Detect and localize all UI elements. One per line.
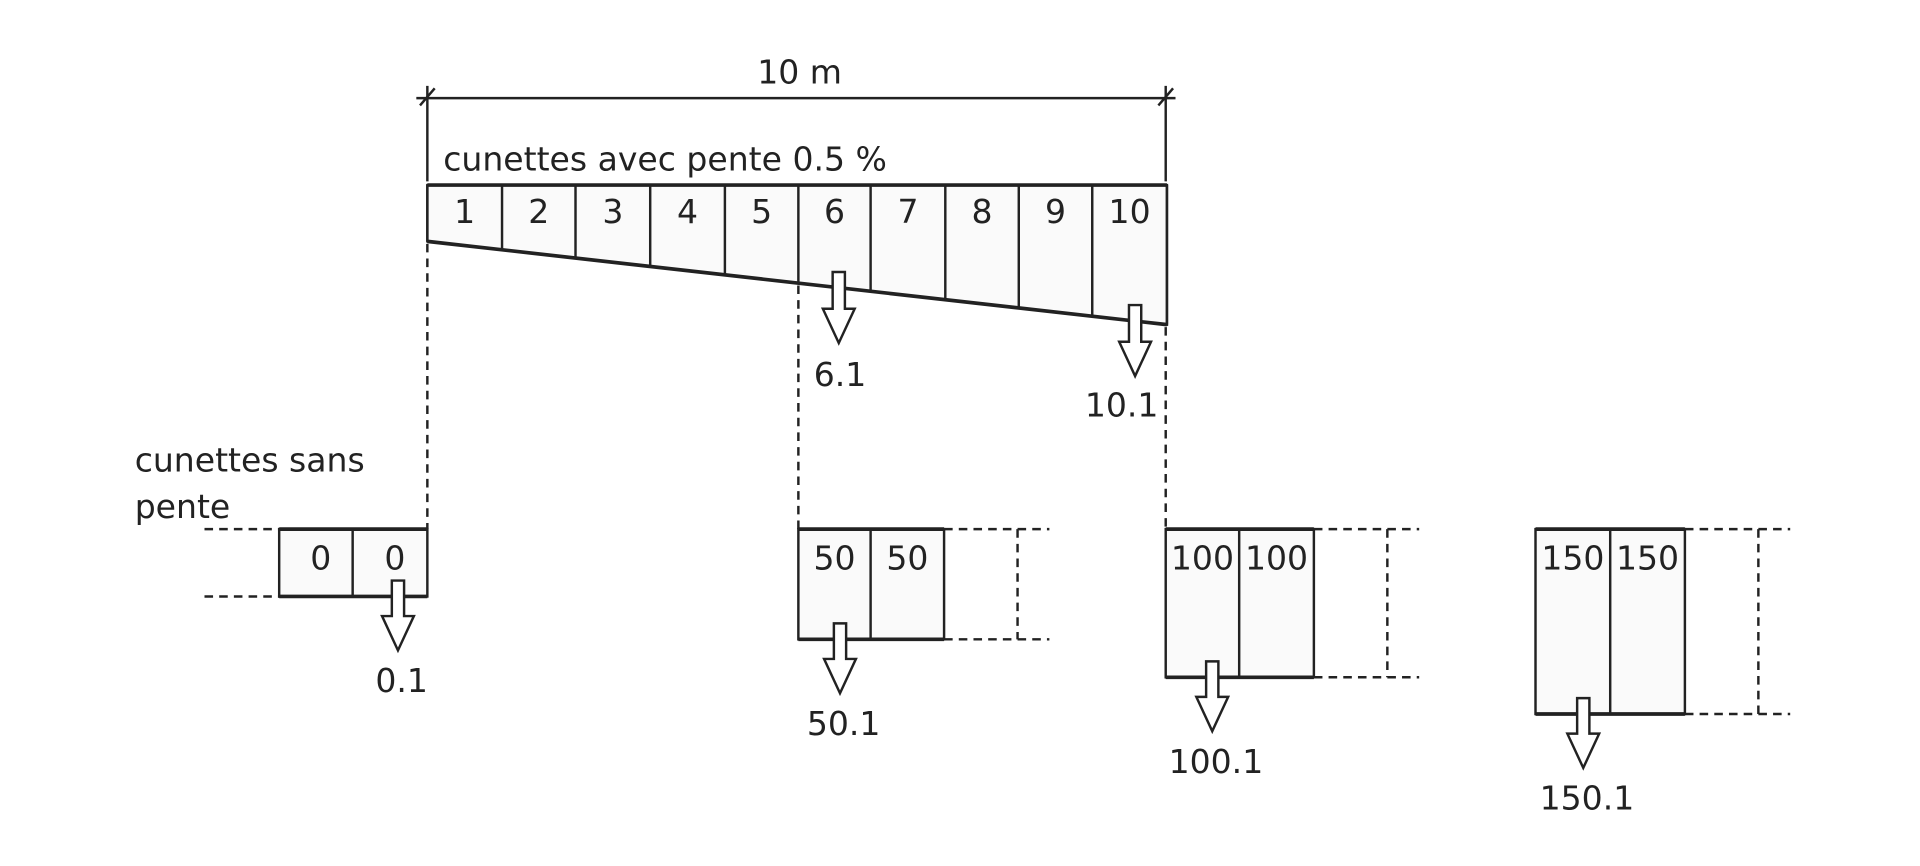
sloped-cell-number: 2 <box>528 192 549 231</box>
down-arrow-icon <box>1194 660 1231 735</box>
sloped-cell-number: 10 <box>1109 192 1151 231</box>
outlet-label: 50.1 <box>807 704 881 743</box>
dimension-label: 10 m <box>757 52 842 91</box>
outlet-label: 100.1 <box>1169 742 1264 781</box>
sloped-gutter-label: cunettes avec pente 0.5 % <box>443 139 887 178</box>
flat-cell-number: 50 <box>813 539 855 578</box>
sloped-cell-number: 4 <box>677 192 698 231</box>
flat-gutter: 50 50 <box>797 527 1050 642</box>
sloped-cell-number: 7 <box>897 192 918 231</box>
down-arrow-icon <box>822 622 858 697</box>
flat-cell-number: 0 <box>310 539 331 578</box>
down-arrow-icon <box>380 579 416 654</box>
outlet-arrows: 6.1 10.1 0.1 50.1 100.1 150.1 <box>375 270 1635 818</box>
outlet-label: 6.1 <box>814 355 867 394</box>
down-arrow-icon <box>1565 696 1602 771</box>
sloped-cell-number: 1 <box>454 192 475 231</box>
outlet-label: 10.1 <box>1085 385 1159 424</box>
flat-cell-number: 50 <box>886 539 928 578</box>
dimension-line: 10 m <box>416 52 1176 182</box>
outlet-label: 0.1 <box>375 661 428 700</box>
sloped-cell-number: 5 <box>751 192 772 231</box>
sloped-cell-number: 8 <box>972 192 993 231</box>
flat-gutter-label-line1: cunettes sans <box>135 441 365 480</box>
sloped-gutter: 1 2 3 4 5 6 7 8 9 10 <box>426 183 1169 327</box>
flat-cell-number: 150 <box>1616 539 1679 578</box>
flat-gutter: 150 150 <box>1534 527 1791 716</box>
flat-cell-number: 100 <box>1171 539 1234 578</box>
sloped-cell-number: 6 <box>824 192 845 231</box>
down-arrow-icon <box>820 270 857 346</box>
sloped-cell-number: 3 <box>602 192 623 231</box>
sloped-cell-number: 9 <box>1045 192 1066 231</box>
flat-gutters: 0 0 50 50 100 100 150 150 <box>204 527 1791 716</box>
down-arrow-icon <box>1117 303 1153 379</box>
flat-cell-number: 150 <box>1541 539 1604 578</box>
flat-cell-number: 100 <box>1245 539 1308 578</box>
flat-gutter-label-line2: pente <box>135 487 231 526</box>
flat-gutter: 100 100 <box>1164 527 1420 680</box>
outlet-label: 150.1 <box>1540 779 1635 818</box>
flat-cell-number: 0 <box>384 539 405 578</box>
